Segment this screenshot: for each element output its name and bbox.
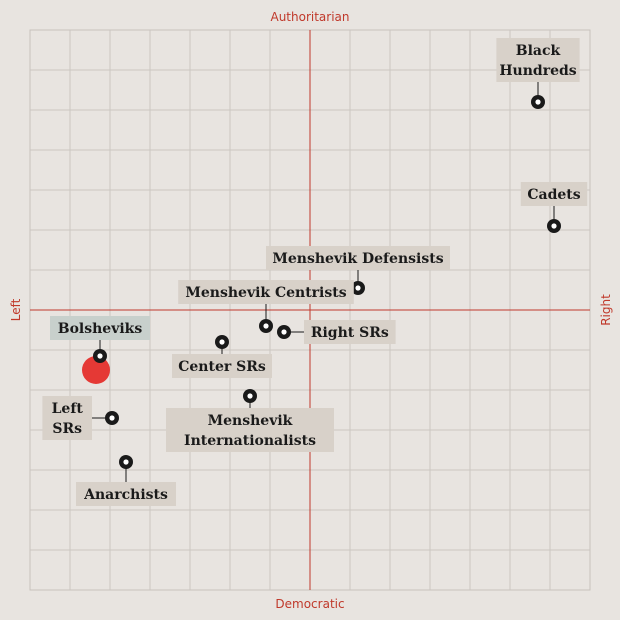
point-center bbox=[355, 285, 361, 291]
point-label: Menshevik Internationalists bbox=[184, 413, 316, 449]
point-center bbox=[247, 393, 253, 399]
point-label: Anarchists bbox=[83, 487, 168, 503]
axis-label-right: Right bbox=[599, 294, 613, 326]
point-label: Cadets bbox=[527, 187, 580, 203]
point-center bbox=[281, 329, 287, 335]
point-center bbox=[535, 99, 541, 105]
point-label-box bbox=[304, 320, 396, 344]
point-center bbox=[97, 353, 103, 359]
point-label: Menshevik Defensists bbox=[272, 251, 443, 267]
current-position-marker bbox=[82, 356, 110, 384]
point-label: Black Hundreds bbox=[499, 43, 576, 79]
point-label: Bolsheviks bbox=[58, 321, 143, 337]
axes bbox=[30, 30, 590, 590]
point-label-box bbox=[76, 482, 176, 506]
point-label-box bbox=[178, 280, 354, 304]
point-label: Right SRs bbox=[311, 325, 389, 341]
point-label: Menshevik Centrists bbox=[185, 285, 346, 301]
point-label-box bbox=[166, 408, 334, 452]
point-label-box bbox=[50, 316, 150, 340]
point-label-box bbox=[520, 182, 588, 206]
marks: Black Hundreds Cadets Menshevik Defensists M… bbox=[42, 38, 588, 506]
point-center bbox=[551, 223, 557, 229]
point-label-box bbox=[42, 396, 92, 440]
axis-label-bottom: Democratic bbox=[275, 597, 344, 611]
point-label-box bbox=[496, 38, 580, 82]
point-label-box bbox=[266, 246, 450, 270]
point-center bbox=[123, 459, 129, 465]
axis-label-top: Authoritarian bbox=[270, 10, 349, 24]
point-label: Center SRs bbox=[178, 359, 266, 375]
axis-label-left: Left bbox=[9, 298, 23, 321]
point-label-box bbox=[172, 354, 272, 378]
point-label: Left SRs bbox=[52, 401, 84, 437]
point-center bbox=[219, 339, 225, 345]
point-center bbox=[263, 323, 269, 329]
point-center bbox=[109, 415, 115, 421]
